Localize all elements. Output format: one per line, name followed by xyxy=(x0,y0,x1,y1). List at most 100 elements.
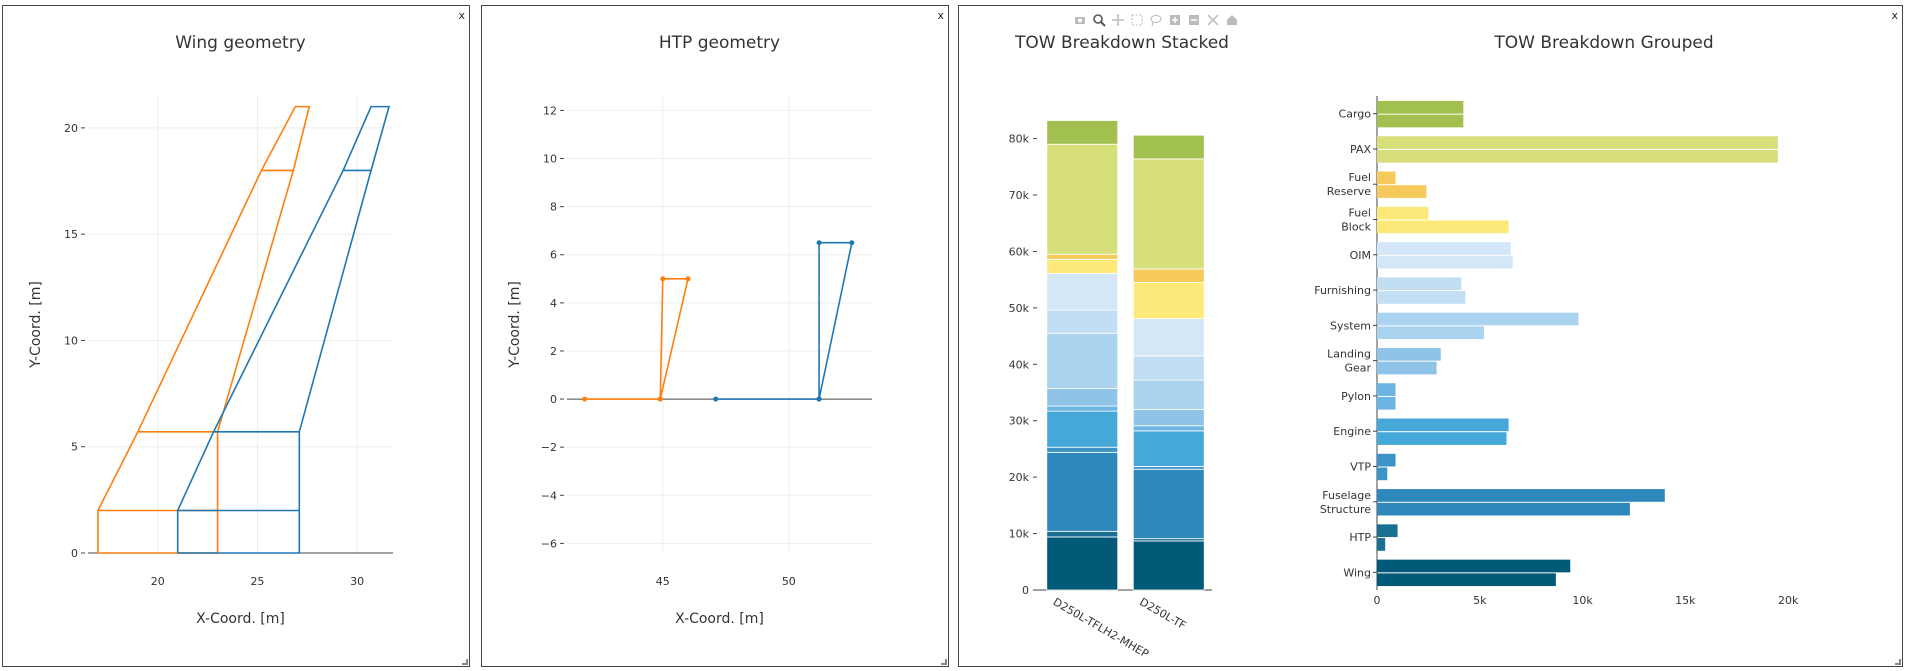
camera-icon[interactable] xyxy=(1073,12,1087,26)
resize-handle-icon[interactable] xyxy=(1895,659,1901,665)
x-tick-label: 15k xyxy=(1675,594,1696,607)
y-tick-label: HTP xyxy=(1349,531,1371,544)
resize-handle-icon[interactable] xyxy=(462,659,468,665)
grouped-bar xyxy=(1377,361,1437,375)
stacked-bar-segment xyxy=(1132,134,1205,160)
y-tick-label: Cargo xyxy=(1339,108,1372,121)
grouped-bar xyxy=(1377,100,1464,114)
x-axis-label: X-Coord. [m] xyxy=(675,611,764,627)
y-tick-label: Fuselage xyxy=(1322,489,1371,502)
data-point xyxy=(685,276,691,282)
y-tick-label: 70k xyxy=(1009,189,1030,202)
y-tick-label: 4 xyxy=(550,297,557,310)
stacked-bar-segment xyxy=(1046,536,1119,591)
stacked-bar-segment xyxy=(1132,466,1205,470)
x-tick-label: D250L-TFLH2-MHEP xyxy=(1051,595,1151,661)
y-tick-label: Wing xyxy=(1343,566,1371,579)
stacked-bar-segment xyxy=(1046,258,1119,274)
zoom-in-icon[interactable] xyxy=(1168,12,1182,26)
close-tow-panel-button[interactable]: x xyxy=(1891,9,1898,22)
resize-handle-icon[interactable] xyxy=(941,659,947,665)
plot-toolbar xyxy=(1073,12,1239,28)
y-tick-label: OIM xyxy=(1350,249,1371,262)
x-axis-label: X-Coord. [m] xyxy=(196,611,285,627)
grouped-bar xyxy=(1377,573,1556,587)
series-line xyxy=(260,105,311,171)
grouped-bar xyxy=(1377,242,1511,255)
x-tick-label: 25 xyxy=(250,575,264,588)
stacked-bar-segment xyxy=(1132,318,1205,357)
grouped-bar xyxy=(1377,312,1579,326)
stacked-bar-segment xyxy=(1046,388,1119,407)
grouped-bar xyxy=(1377,489,1665,502)
data-point xyxy=(849,240,855,246)
stacked-bar-segment xyxy=(1046,530,1119,538)
y-tick-label: 0 xyxy=(1022,584,1029,597)
y-tick-label: Fuel xyxy=(1348,207,1371,220)
htp-geometry-panel: x HTP geometry 45 50 −6 −4 −2 0 2 4 6 8 10 12 X-Coord… xyxy=(481,5,949,667)
grouped-bar xyxy=(1377,524,1398,538)
series-line xyxy=(212,169,373,433)
y-tick-label: 5 xyxy=(71,441,78,454)
wing-geometry-panel: x Wing geometry 20 25 30 0 5 10 15 20 X-Coord. [m… xyxy=(2,5,470,667)
reset-axes-icon[interactable] xyxy=(1225,12,1239,26)
data-point xyxy=(582,396,588,402)
y-tick-label: Structure xyxy=(1320,503,1371,516)
data-point xyxy=(657,396,663,402)
stacked-bar-segment xyxy=(1132,379,1205,410)
series-line xyxy=(342,105,391,171)
close-htp-panel-button[interactable]: x xyxy=(937,9,944,22)
stacked-bar-segment xyxy=(1046,410,1119,448)
grouped-bar xyxy=(1377,538,1386,551)
grouped-bar xyxy=(1377,453,1396,467)
grouped-bar xyxy=(1377,291,1466,304)
stacked-bar-segment xyxy=(1046,143,1119,255)
y-tick-label: System xyxy=(1330,319,1371,332)
htp-geometry-chart: HTP geometry 45 50 −6 −4 −2 0 2 4 6 8 10 12 X-Coord. … xyxy=(507,33,872,627)
lasso-icon[interactable] xyxy=(1149,12,1163,27)
grouped-bar xyxy=(1377,220,1509,234)
stacked-bar-segment xyxy=(1132,282,1205,319)
y-axis-label: Y-Coord. [m] xyxy=(28,281,44,369)
grouped-bar xyxy=(1377,277,1462,291)
y-tick-label: 6 xyxy=(550,249,557,262)
grouped-bar xyxy=(1377,396,1396,410)
y-tick-label: 2 xyxy=(550,345,557,358)
chart-title: Wing geometry xyxy=(175,33,306,53)
tow-breakdown-charts: TOW Breakdown Stacked 0 10k 20k 30k 40k 50k 60k… xyxy=(1009,33,1799,661)
y-tick-label: Reserve xyxy=(1327,185,1371,198)
grouped-bar xyxy=(1377,326,1484,340)
x-tick-label: 45 xyxy=(656,575,670,588)
y-tick-label: 80k xyxy=(1009,133,1030,146)
grouped-bar xyxy=(1377,559,1571,573)
grouped-bar xyxy=(1377,347,1441,361)
box-select-icon[interactable] xyxy=(1130,12,1144,26)
y-tick-label: 8 xyxy=(550,201,557,214)
pan-icon[interactable] xyxy=(1111,12,1125,26)
stacked-bar-segment xyxy=(1046,273,1119,311)
grouped-bar xyxy=(1377,418,1509,432)
grouped-bar xyxy=(1377,149,1778,163)
y-tick-label: −6 xyxy=(541,537,557,550)
x-tick-label: D250L-TF xyxy=(1137,595,1188,632)
stacked-bar-segment xyxy=(1046,405,1119,412)
autoscale-icon[interactable] xyxy=(1206,12,1220,26)
y-tick-label: Landing xyxy=(1327,348,1371,361)
y-tick-label: 0 xyxy=(550,393,557,406)
y-tick-label: 30k xyxy=(1009,415,1030,428)
close-wing-panel-button[interactable]: x xyxy=(458,9,465,22)
data-point xyxy=(816,396,822,402)
data-point xyxy=(713,396,719,402)
y-tick-label: 20k xyxy=(1009,471,1030,484)
y-tick-label: Pylon xyxy=(1341,390,1371,403)
stacked-bar-segment xyxy=(1132,355,1205,381)
stacked-bar-segment xyxy=(1046,332,1119,389)
zoom-out-icon[interactable] xyxy=(1187,12,1201,26)
stacked-bar-segment xyxy=(1132,409,1205,427)
y-tick-label: 10 xyxy=(543,153,557,166)
x-tick-label: 20k xyxy=(1778,594,1799,607)
stacked-bar-segment xyxy=(1046,451,1119,532)
grouped-bar xyxy=(1377,206,1429,220)
grouped-bar xyxy=(1377,185,1427,198)
zoom-icon[interactable] xyxy=(1092,12,1106,27)
